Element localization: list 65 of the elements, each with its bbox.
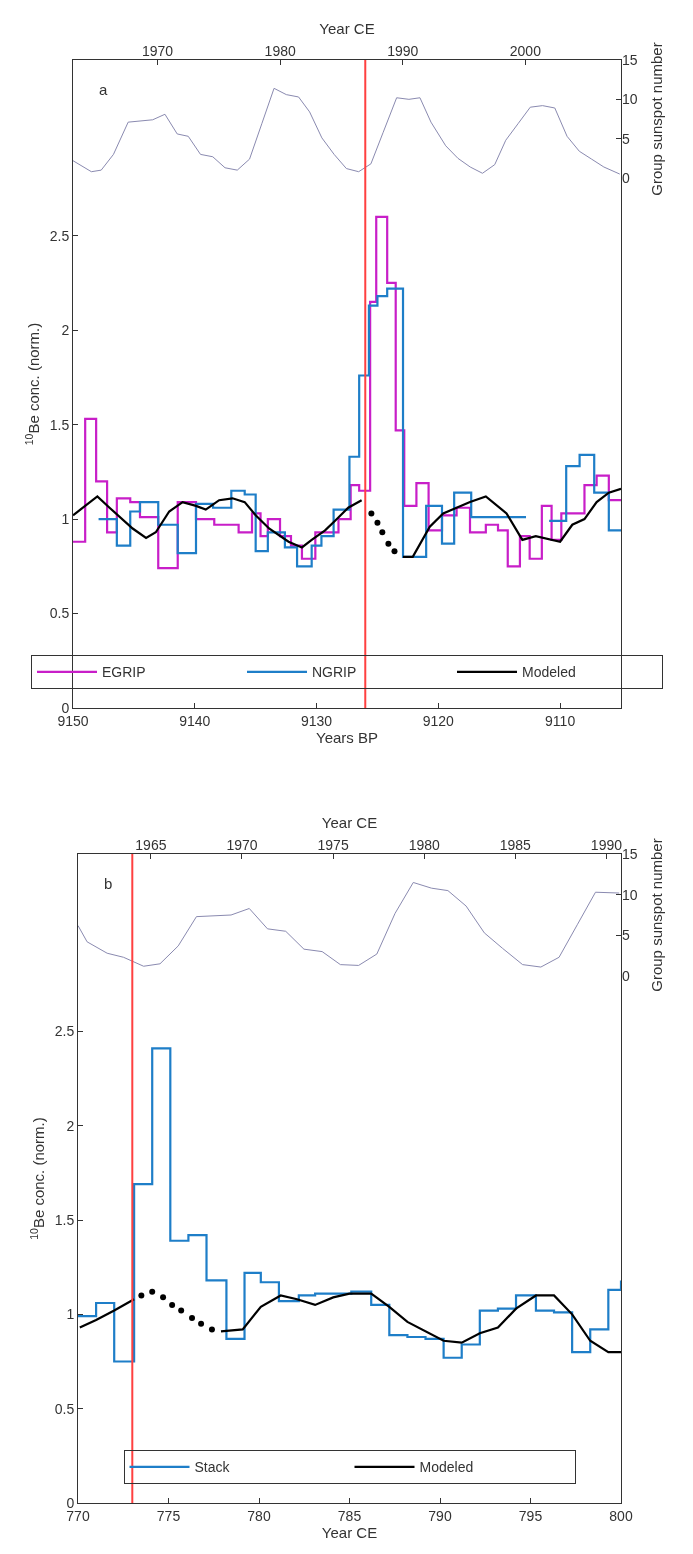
legend-label: Modeled bbox=[419, 1459, 474, 1476]
y-tick-label: 1.5 bbox=[49, 416, 70, 433]
point bbox=[149, 1288, 156, 1295]
point bbox=[385, 540, 392, 547]
y-tick-label: 2 bbox=[66, 1117, 75, 1134]
y-tick-label: 1 bbox=[66, 1306, 75, 1323]
x-tick-label: 1970 bbox=[142, 43, 174, 60]
y-tick-label: 0.5 bbox=[54, 1400, 75, 1417]
y-tick-label: 2.5 bbox=[49, 227, 70, 244]
x-tick-label: 1990 bbox=[387, 43, 419, 60]
x-tick-label: 9110 bbox=[545, 712, 576, 729]
x-tick-label: 775 bbox=[156, 1507, 181, 1524]
x-tick-label: 1965 bbox=[135, 837, 167, 854]
point bbox=[368, 510, 375, 517]
y-tick-label: 0 bbox=[622, 967, 630, 984]
legend-label: EGRIP bbox=[102, 664, 146, 681]
point bbox=[391, 548, 398, 555]
x-tick-label: 9130 bbox=[300, 712, 333, 729]
y-tick-label: 2 bbox=[61, 322, 70, 339]
x-tick-label: 785 bbox=[337, 1507, 362, 1524]
point bbox=[138, 1292, 145, 1299]
x-axis-title: Year CE bbox=[321, 814, 378, 832]
x-tick-label: 800 bbox=[609, 1507, 633, 1524]
legend-label: NGRIP bbox=[312, 664, 357, 681]
x-tick-label: 795 bbox=[518, 1507, 543, 1524]
y-tick-label: 5 bbox=[622, 927, 630, 944]
legend-label: Stack bbox=[194, 1459, 231, 1476]
point bbox=[374, 519, 381, 526]
x-axis-title: Year CE bbox=[319, 20, 375, 38]
x-tick-label: 1980 bbox=[408, 837, 440, 854]
x-tick-label: 1980 bbox=[264, 43, 296, 60]
y-tick-label: 15 bbox=[622, 845, 638, 862]
annotation: a bbox=[99, 81, 108, 98]
y-tick-label: 5 bbox=[622, 130, 630, 147]
x-axis-title: Years BP bbox=[316, 728, 378, 746]
point bbox=[169, 1301, 176, 1308]
x-tick-label: 780 bbox=[247, 1507, 271, 1524]
x-tick-label: 1985 bbox=[499, 837, 532, 854]
y-tick-label: 1.5 bbox=[54, 1211, 75, 1228]
x-tick-label: 790 bbox=[428, 1507, 452, 1524]
x-tick-label: 1990 bbox=[590, 837, 623, 854]
point bbox=[160, 1294, 167, 1301]
x-axis-title: Year CE bbox=[321, 1523, 378, 1541]
x-tick-label: 9120 bbox=[422, 712, 455, 729]
x-tick-label: 2000 bbox=[509, 43, 542, 60]
y-axis-title: Group sunspot number bbox=[647, 838, 665, 992]
line-series bbox=[73, 87, 621, 175]
y-tick-label: 10 bbox=[622, 91, 638, 108]
y-tick-label: 0 bbox=[622, 169, 630, 186]
legend-label: Modeled bbox=[522, 664, 576, 681]
y-tick-label: 15 bbox=[622, 51, 638, 68]
x-tick-label: 9140 bbox=[179, 712, 211, 729]
annotation: b bbox=[104, 875, 113, 892]
point bbox=[208, 1326, 215, 1333]
x-tick-label: 1975 bbox=[317, 837, 349, 854]
y-axis-title: Group sunspot number bbox=[647, 42, 665, 196]
point bbox=[198, 1320, 205, 1327]
point bbox=[379, 529, 386, 536]
point bbox=[178, 1307, 185, 1314]
y-tick-label: 0.5 bbox=[49, 605, 70, 622]
y-tick-label: 10 bbox=[622, 886, 638, 903]
y-tick-label: 2.5 bbox=[54, 1023, 75, 1040]
y-tick-label: 1 bbox=[61, 510, 70, 527]
x-tick-label: 1970 bbox=[226, 837, 258, 854]
point bbox=[189, 1315, 196, 1322]
